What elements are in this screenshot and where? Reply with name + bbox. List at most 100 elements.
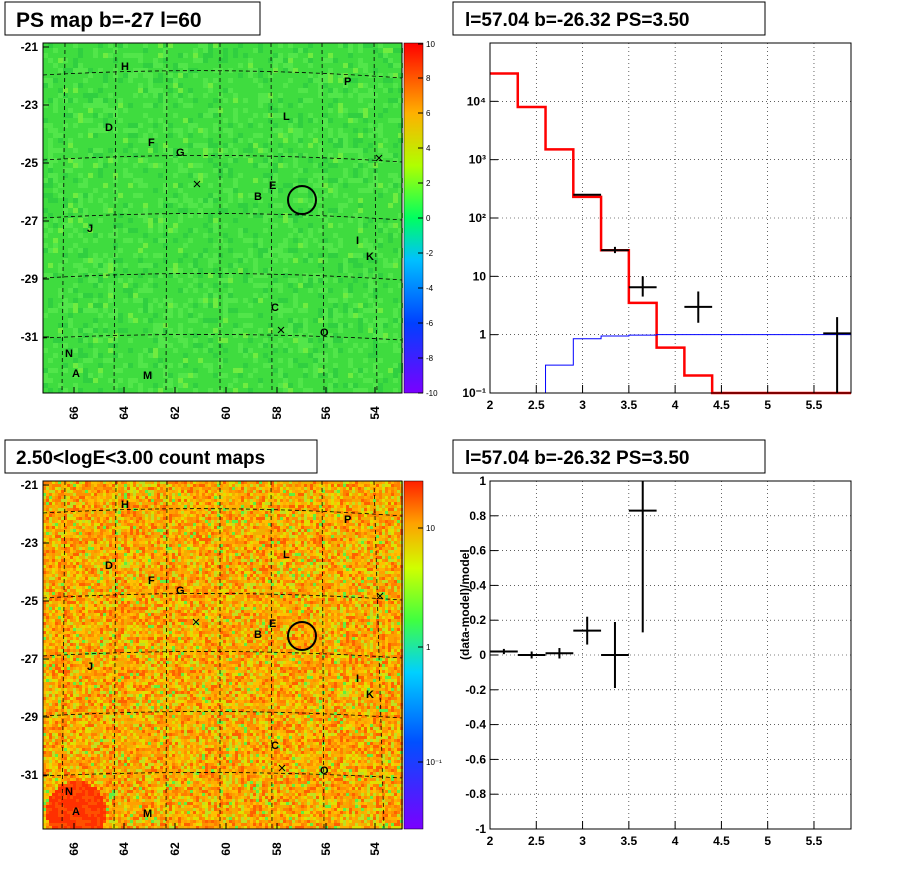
source-label-g: G	[176, 147, 185, 159]
colorbar-tick-label: 6	[426, 109, 431, 118]
lat-tick-label: -23	[21, 536, 39, 550]
residual-ticks: 2 2.5 3 3.5 4 4.5 5 5.5 -1 -0.8 -0.6 -0.4 -0.2 0 0.2 0.…	[465, 474, 822, 848]
ps-map-frame	[42, 42, 403, 394]
source-label-i: I	[356, 673, 359, 685]
colorbar-tick-label: 4	[426, 144, 431, 153]
source-label-g: G	[176, 585, 185, 597]
x-tick-label: 5.5	[806, 398, 823, 412]
count-map-source-labels: H P L D F G EB J IK C O NA M	[65, 499, 374, 820]
lat-tick-label: -23	[21, 98, 39, 112]
grid-meridian	[373, 480, 385, 830]
lon-tick-label: 66	[67, 842, 81, 856]
ps-map-target-circle	[287, 185, 317, 215]
model-source-step-line	[490, 334, 851, 394]
count-map-longitude-ticks: 66 64 62 60 58 56 54	[67, 823, 382, 856]
y-tick-label: 10	[473, 269, 487, 283]
count-map-title: 2.50<logE<3.00 count maps	[16, 448, 265, 469]
source-label-d: D	[105, 122, 113, 134]
ps-map-title: PS map b=-27 l=60	[16, 9, 202, 32]
colorbar-tick-label: 0	[426, 214, 431, 223]
ps-map-source-labels: H P L D F G EB J IK C O NA M	[65, 61, 374, 382]
count-map-colorbar-ticks: 10 1 10⁻¹	[418, 524, 442, 767]
count-map-coordinate-grid	[42, 480, 403, 830]
y-tick-label: 0.2	[469, 613, 486, 627]
count-map-heatmap	[43, 481, 403, 829]
x-tick-label: 3	[579, 398, 586, 412]
source-label-m: M	[143, 370, 152, 382]
lat-tick-label: -31	[21, 330, 39, 344]
colorbar-tick-label: 1	[426, 643, 431, 652]
lat-tick-label: -21	[21, 478, 39, 492]
ps-map-markers	[193, 154, 383, 334]
grid-meridian	[321, 42, 325, 394]
lon-tick-label: 64	[117, 406, 131, 420]
x-tick-label: 5.5	[806, 834, 823, 848]
grid-parallel	[42, 155, 403, 163]
ps-map-title-box	[4, 1, 261, 36]
source-label-f: F	[148, 575, 155, 587]
lat-tick-label: -29	[21, 710, 39, 724]
y-tick-label: -0.6	[465, 752, 486, 766]
spectrum-title: l=57.04 b=-26.32 PS=3.50	[465, 10, 689, 31]
y-tick-label: -0.2	[465, 683, 486, 697]
x-tick-label: 2	[487, 398, 494, 412]
y-tick-label: 1	[479, 328, 486, 342]
count-map-markers	[192, 592, 384, 772]
grid-parallel	[42, 508, 403, 517]
colorbar-tick-label: 10⁻¹	[426, 758, 442, 767]
count-map-colorbar	[403, 480, 424, 830]
ps-map-heatmap	[43, 43, 403, 393]
grid-parallel	[42, 213, 403, 221]
x-tick-label: 2	[487, 834, 494, 848]
lon-tick-label: 56	[319, 406, 333, 420]
source-label-j: J	[87, 661, 93, 673]
y-tick-label: 0	[479, 648, 486, 662]
spectrum-title-box	[452, 1, 766, 36]
colorbar-tick-label: 2	[426, 179, 431, 188]
x-tick-label: 5	[764, 398, 771, 412]
spectrum-ticks: 2 2.5 3 3.5 4 4.5 5 5.5 10⁻¹ 1 10 10² 10³ 10⁴	[462, 94, 822, 412]
source-label-a: A	[72, 368, 80, 380]
colorbar-tick-label: -6	[426, 319, 434, 328]
source-label-n: N	[65, 348, 73, 360]
ps-map-latitude-ticks: -21 -23 -25 -27 -29 -31	[21, 40, 49, 344]
y-tick-label: 10²	[469, 211, 486, 225]
grid-parallel	[42, 334, 403, 341]
grid-parallel	[42, 70, 403, 79]
colorbar-tick-label: -2	[426, 249, 434, 258]
source-label-o: O	[320, 765, 329, 777]
residual-title-box	[452, 439, 766, 474]
y-tick-label: -1	[475, 822, 486, 836]
lat-tick-label: -31	[21, 768, 39, 782]
y-tick-label: 10⁻¹	[462, 386, 486, 400]
count-map-title-box	[4, 439, 318, 474]
y-tick-label: 10³	[469, 153, 486, 167]
residual-ylabel: (data-model)/model	[458, 549, 472, 660]
count-map-frame	[42, 480, 403, 830]
source-label-p: P	[344, 514, 351, 526]
source-label-f: F	[148, 137, 155, 149]
x-tick-label: 4	[672, 834, 679, 848]
x-tick-label: 4.5	[713, 398, 730, 412]
source-label-h: H	[121, 61, 129, 73]
x-tick-label: 4.5	[713, 834, 730, 848]
x-tick-label: 3	[579, 834, 586, 848]
spectrum-panel: l=57.04 b=-26.32 PS=3.50 2 2.5 3 3.5 4 4.5 5 5.…	[452, 1, 852, 412]
grid-meridian	[113, 480, 117, 830]
colorbar-tick-label: -8	[426, 354, 434, 363]
lon-tick-label: 64	[117, 842, 131, 856]
y-tick-label: 0.4	[469, 578, 486, 592]
colorbar-tick-label: 8	[426, 74, 431, 83]
ps-map-colorbar-ticks: 10 8 6 4 2 0 -2 -4 -6 -8 -10	[418, 40, 438, 398]
lon-tick-label: 54	[368, 842, 382, 856]
source-label-a: A	[72, 806, 80, 818]
lon-tick-label: 58	[270, 406, 284, 420]
y-tick-label: -0.8	[465, 787, 486, 801]
source-label-h: H	[121, 499, 129, 511]
grid-meridian	[270, 480, 273, 830]
lat-tick-label: -25	[21, 156, 39, 170]
source-label-l: L	[283, 111, 290, 123]
lon-tick-label: 58	[270, 842, 284, 856]
source-label-b: B	[254, 629, 262, 641]
lat-tick-label: -27	[21, 652, 39, 666]
